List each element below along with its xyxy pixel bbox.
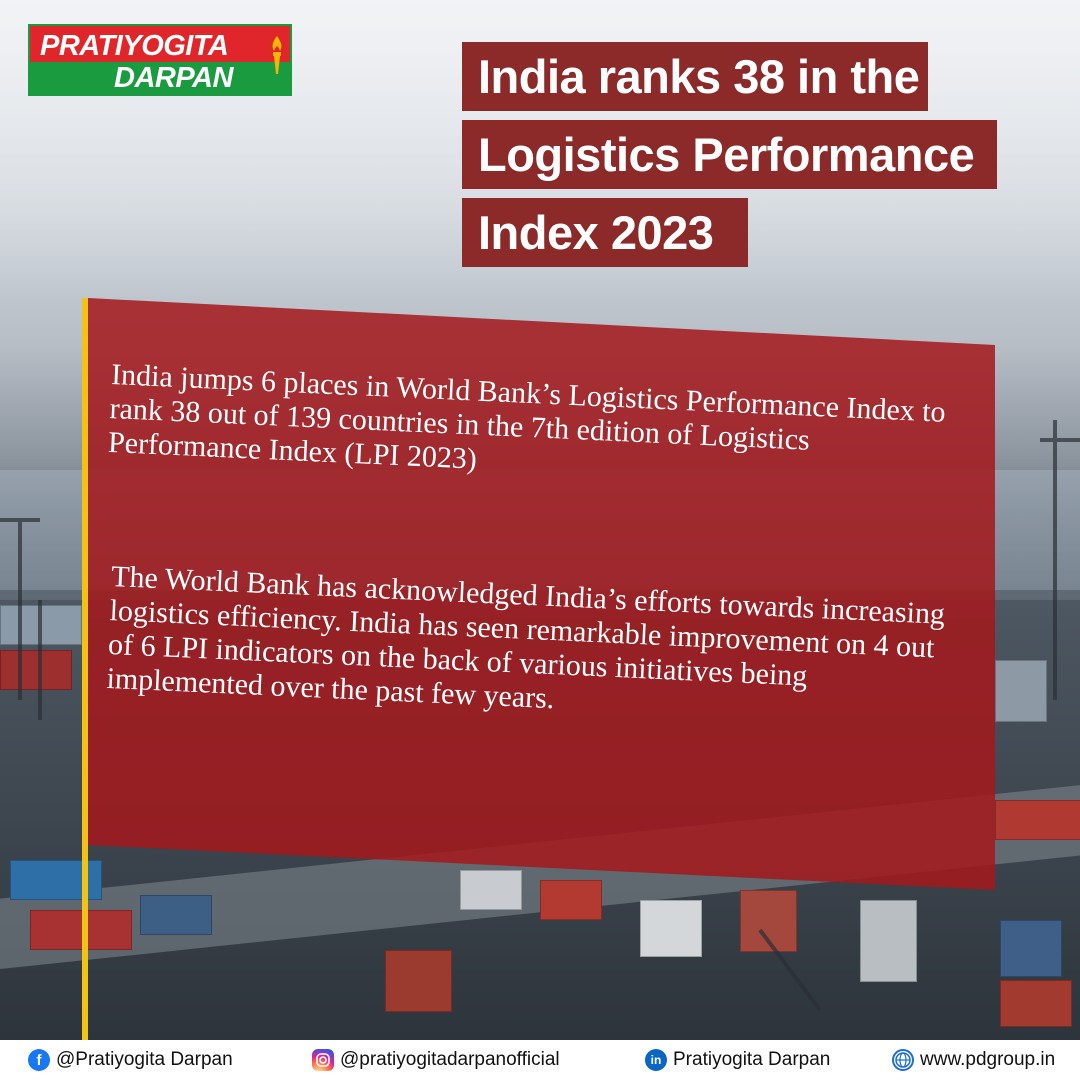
torch-icon <box>272 36 282 74</box>
headline-line-3: Index 2023 <box>462 198 748 267</box>
instagram-handle: @pratiyogitadarpanofficial <box>340 1049 560 1070</box>
container <box>0 650 72 690</box>
logo-green-band <box>30 62 290 94</box>
paragraph-2-text: The World Bank has acknowledged India’s … <box>105 560 946 716</box>
website-url: www.pdgroup.in <box>920 1049 1056 1070</box>
card-accent-bar <box>82 298 88 1040</box>
instagram-icon <box>312 1049 334 1071</box>
container <box>540 880 602 920</box>
linkedin-icon: in <box>645 1049 667 1071</box>
footer-website[interactable]: www.pdgroup.in <box>892 1040 1055 1080</box>
container <box>385 950 452 1012</box>
headline-line-2: Logistics Performance <box>462 120 997 189</box>
headline-line-1: India ranks 38 in the <box>462 42 928 111</box>
container <box>30 910 132 950</box>
footer-instagram[interactable]: @pratiyogitadarpanofficial <box>312 1040 560 1080</box>
container <box>460 870 522 910</box>
container <box>140 895 212 935</box>
paragraph-1-text: India jumps 6 places in World Bank’s Log… <box>107 358 947 476</box>
logo-line-1: PRATIYOGITA <box>40 30 229 62</box>
container <box>860 900 917 982</box>
paragraph-1: India jumps 6 places in World Bank’s Log… <box>107 358 971 499</box>
globe-icon <box>892 1049 914 1071</box>
container <box>1000 980 1072 1027</box>
footer-facebook[interactable]: f @Pratiyogita Darpan <box>28 1040 233 1080</box>
logo-red-band <box>30 26 290 66</box>
container <box>1000 920 1062 977</box>
container <box>995 660 1047 722</box>
container <box>640 900 702 957</box>
pratiyogita-darpan-logo: PRATIYOGITA DARPAN <box>28 24 292 96</box>
logo-line-2: DARPAN <box>114 62 233 94</box>
facebook-handle: @Pratiyogita Darpan <box>56 1049 233 1070</box>
linkedin-handle: Pratiyogita Darpan <box>673 1049 831 1070</box>
paragraph-2: The World Bank has acknowledged India’s … <box>106 560 966 735</box>
facebook-icon: f <box>28 1049 50 1071</box>
footer-linkedin[interactable]: in Pratiyogita Darpan <box>645 1040 830 1080</box>
footer: f @Pratiyogita Darpan @pratiyogitadarpan… <box>0 1040 1080 1080</box>
container <box>995 800 1080 840</box>
